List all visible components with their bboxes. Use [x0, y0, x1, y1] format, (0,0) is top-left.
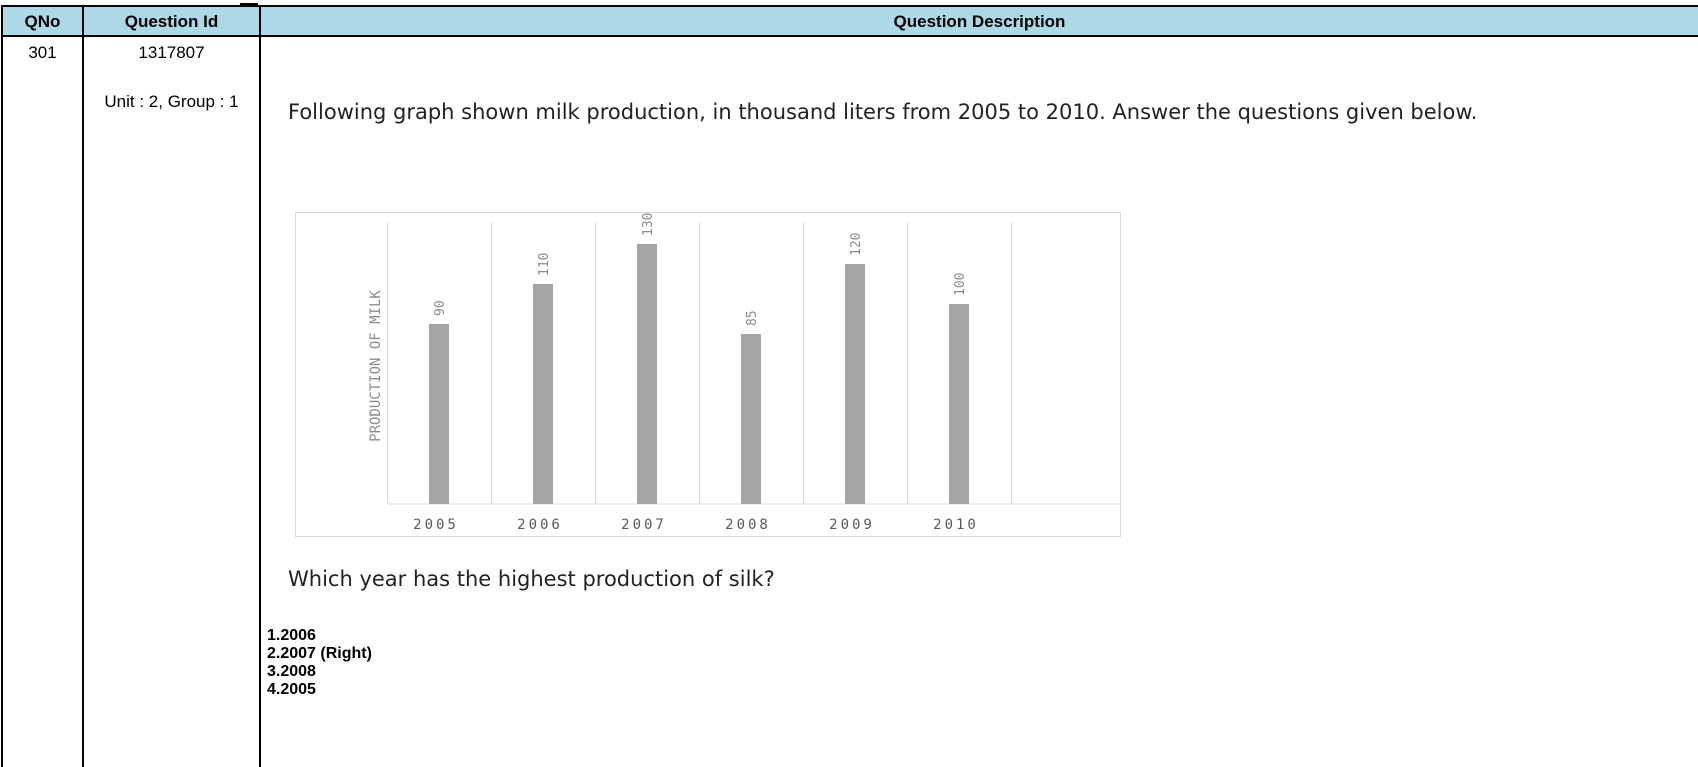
option-2: 2.2007 (Right): [267, 645, 372, 662]
header-question-description: Question Description: [261, 7, 1698, 37]
unit-group-label: Unit : 2, Group : 1: [104, 92, 239, 111]
question-intro: Following graph shown milk production, i…: [288, 100, 1478, 124]
data-label-2010: 100: [953, 273, 968, 296]
chart-border: [295, 212, 1121, 537]
x-tick-2005: 2005: [413, 517, 459, 533]
answer-options: 1.2006 2.2007 (Right) 3.2008 4.2005: [267, 627, 372, 699]
bar-2006: [533, 284, 553, 504]
x-tick-2009: 2009: [829, 517, 875, 533]
data-label-2008: 85: [745, 310, 760, 326]
option-3: 3.2008: [267, 663, 316, 680]
column-divider: [82, 7, 84, 767]
question-id-cell: 1317807: [138, 43, 205, 62]
question-text: Which year has the highest production of…: [288, 567, 775, 591]
x-tick-2010: 2010: [933, 517, 979, 533]
data-label-2005: 90: [433, 300, 448, 316]
bar-2009: [845, 264, 865, 504]
option-4: 4.2005: [267, 681, 316, 698]
bar-2005: [429, 324, 449, 504]
x-tick-2007: 2007: [621, 517, 667, 533]
question-table: QNo Question Id Question Description 301…: [1, 5, 1698, 767]
question-description-cell: Following graph shown milk production, i…: [261, 39, 1698, 767]
milk-production-chart: 90 110 130 85 120 100 2005 2006 2007 2008 2009 201…: [295, 212, 1121, 537]
data-label-2006: 110: [537, 253, 552, 276]
x-tick-2006: 2006: [517, 517, 563, 533]
x-tick-2008: 2008: [725, 517, 771, 533]
option-1: 1.2006: [267, 627, 316, 644]
qno-cell: 301: [28, 43, 57, 62]
column-divider: [259, 7, 261, 767]
bar-2007: [637, 244, 657, 504]
bar-2010: [949, 304, 969, 504]
y-axis-label: PRODUCTION OF MILK: [368, 290, 384, 442]
top-rule: [240, 3, 258, 5]
bar-2008: [741, 334, 761, 504]
header-question-id: Question Id: [84, 7, 259, 37]
data-label-2007: 130: [641, 213, 656, 236]
data-label-2009: 120: [849, 233, 864, 256]
header-qno: QNo: [3, 7, 82, 37]
